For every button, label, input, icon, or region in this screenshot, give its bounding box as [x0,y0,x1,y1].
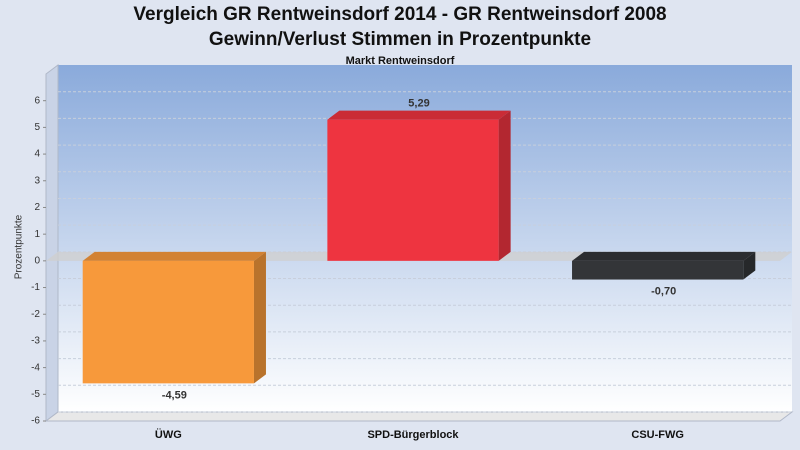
y-tick-label: 1 [34,229,40,240]
bar [572,260,744,280]
chart-subtitle: Markt Rentweinsdorf [346,55,455,67]
y-axis-title: Prozentpunkte [14,214,25,279]
bar-top [327,110,511,120]
y-tick-label: 4 [34,149,40,160]
plot-area: -6 -5 -4 -3 -2 -1 0 1 2 3 4 5 6 ÜWG -4,59 SPD-Bürgerblo… [31,64,794,441]
y-tick-label: -1 [31,282,40,293]
y-tick-label: 5 [34,122,40,133]
bar-top [82,251,266,261]
bar-side [253,251,266,384]
floor [44,411,794,422]
value-label: -0,70 [651,285,676,297]
bar-side [743,251,756,280]
bar-side [498,110,511,261]
y-tick-label: -2 [31,309,40,320]
bar [82,260,254,384]
value-label: -4,59 [162,389,187,401]
x-tick-label: CSU-FWG [631,429,684,441]
chart-title: Gewinn/Verlust Stimmen in Prozentpunkte [209,29,591,50]
y-tick-label: -5 [31,389,40,400]
value-label: 5,29 [408,98,429,110]
bar [327,119,499,261]
chart-title: Vergleich GR Rentweinsdorf 2014 - GR Ren… [133,4,666,25]
bar-top [572,251,756,261]
y-tick-label: 2 [34,202,40,213]
left-wall [45,64,59,422]
y-tick-label: 0 [34,255,40,266]
y-tick-label: -4 [31,362,40,373]
x-tick-label: SPD-Bürgerblock [367,429,459,441]
y-tick-label: 6 [34,95,40,106]
y-tick-label: -3 [31,336,40,347]
x-tick-label: ÜWG [155,428,182,441]
y-tick-label: -6 [31,416,40,427]
y-tick-label: 3 [34,175,40,186]
